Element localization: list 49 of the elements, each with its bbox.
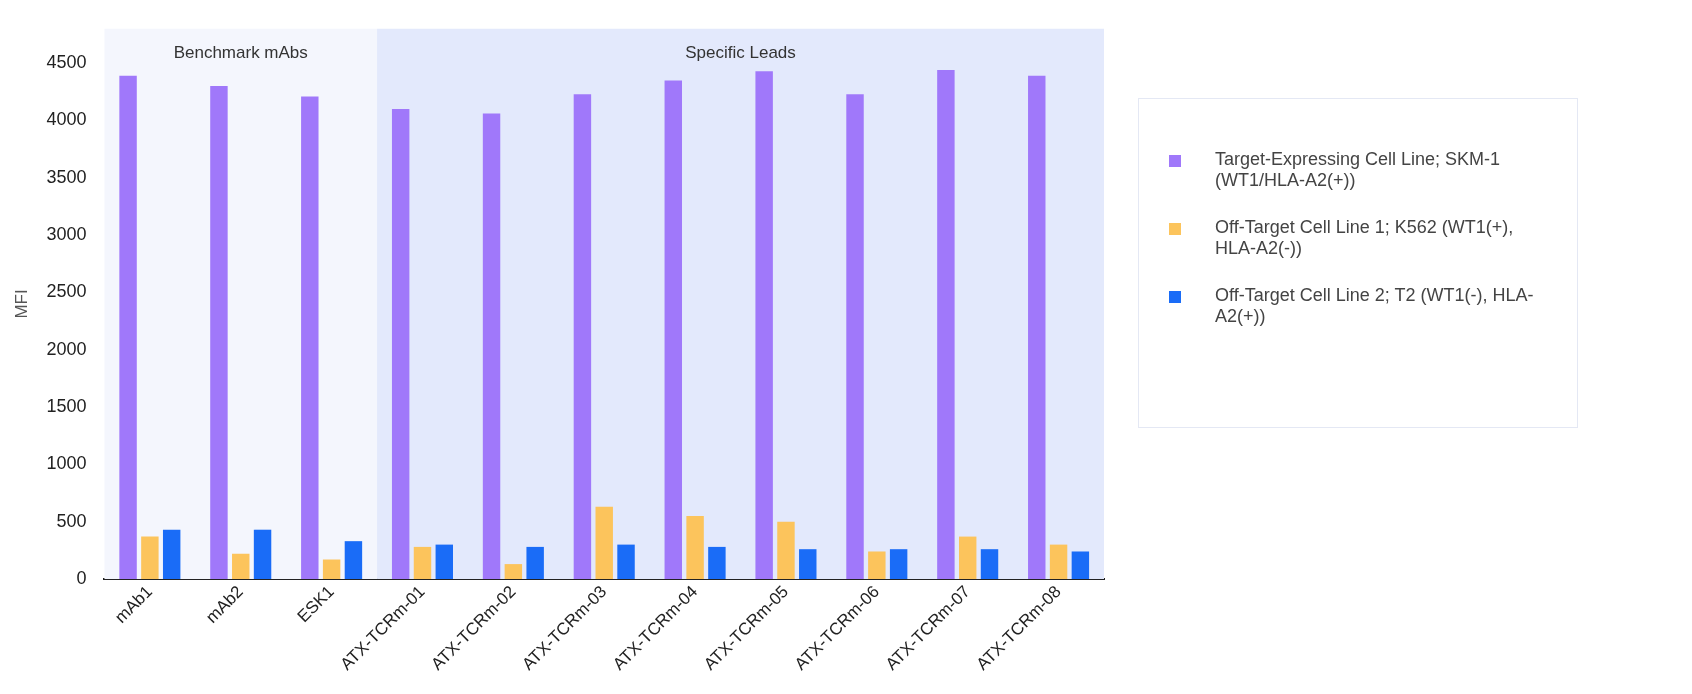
bar xyxy=(1028,75,1046,579)
y-axis-title: MFI xyxy=(11,289,31,319)
y-tick-label: 2000 xyxy=(46,338,87,359)
bar xyxy=(435,544,454,579)
bar xyxy=(391,109,410,579)
bar xyxy=(141,536,159,579)
y-tick-label: 1500 xyxy=(46,396,87,417)
bar xyxy=(595,506,613,579)
bar xyxy=(889,549,908,579)
bar xyxy=(162,529,181,579)
bar xyxy=(686,515,704,579)
legend-label: Target-Expressing Cell Line; SKM-1 (WT1/HLA-A2(+)) xyxy=(1215,149,1502,191)
bar xyxy=(526,546,544,579)
bar xyxy=(1049,544,1068,579)
bar xyxy=(708,546,726,579)
bar xyxy=(958,536,977,579)
legend-label: Off-Target Cell Line 2; T2 (WT1(-), HLA-A2(+)) xyxy=(1215,285,1535,327)
y-tick-label: 3500 xyxy=(46,166,87,187)
y-tick-label: 0 xyxy=(76,567,87,588)
bar xyxy=(210,86,228,579)
bar xyxy=(344,541,363,579)
bar xyxy=(322,559,341,579)
y-tick-label: 3000 xyxy=(46,224,87,245)
band-label: Benchmark mAbs xyxy=(173,42,308,62)
bar xyxy=(119,75,137,579)
bar xyxy=(413,546,432,579)
bar xyxy=(980,549,999,579)
bar xyxy=(232,553,250,579)
bar xyxy=(846,94,864,579)
bar xyxy=(799,549,817,579)
bar xyxy=(253,529,272,579)
y-tick-label: 4500 xyxy=(46,52,87,73)
bar xyxy=(301,96,319,579)
bar xyxy=(755,71,773,579)
bar xyxy=(1071,551,1090,579)
bar xyxy=(504,564,523,579)
y-tick-label: 1000 xyxy=(46,453,87,474)
bar xyxy=(573,94,592,579)
bar xyxy=(777,521,795,579)
bar xyxy=(664,80,683,579)
bar xyxy=(482,113,501,579)
band-label: Specific Leads xyxy=(685,42,796,62)
y-tick-label: 4000 xyxy=(46,109,87,130)
y-tick-label: 500 xyxy=(56,510,87,531)
bar xyxy=(868,551,886,579)
y-tick-label: 2500 xyxy=(46,281,87,302)
bar xyxy=(937,70,955,579)
bar xyxy=(617,544,635,579)
legend-label: Off-Target Cell Line 1; K562 (WT1(+), HLA-A2(-)) xyxy=(1215,217,1515,259)
